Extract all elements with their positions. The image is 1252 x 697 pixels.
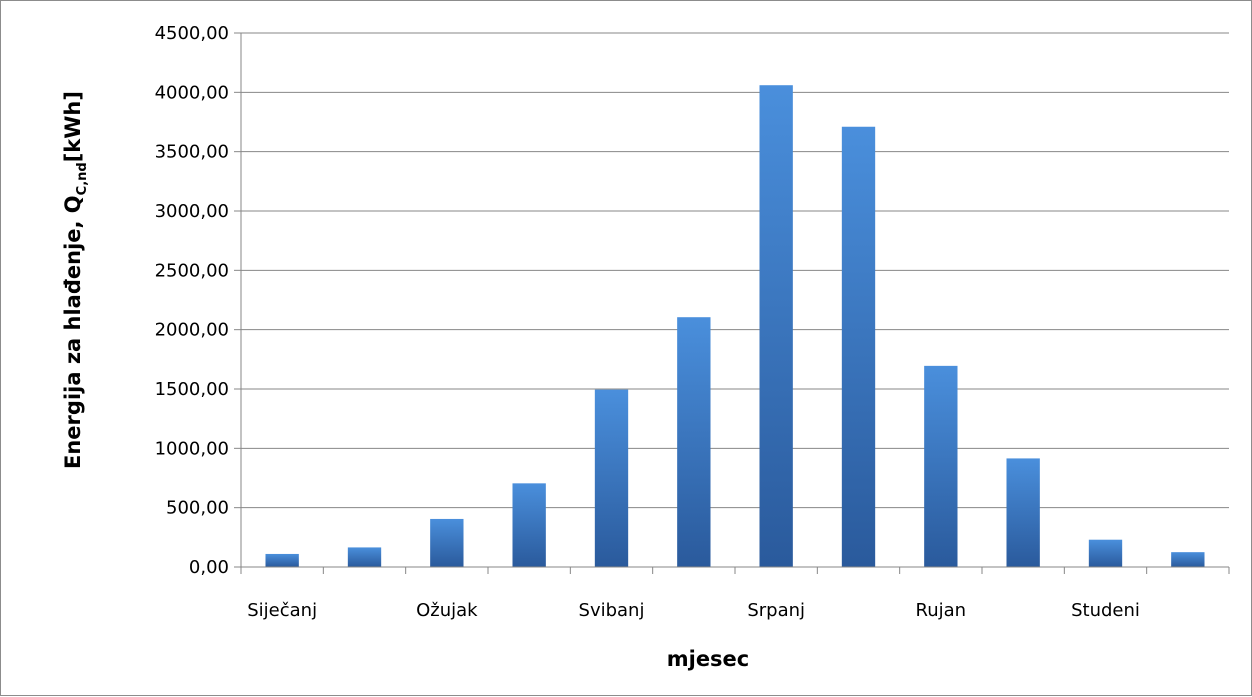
y-tick-label: 1000,00 [155,438,229,459]
y-tick-labels: 0,00 500,00 1000,00 1500,00 2000,00 2500,00 30… [155,23,229,578]
gridlines [241,32,1229,509]
bars [265,85,1205,568]
bar-10 [1006,458,1040,567]
x-tick-label: Ožujak [416,600,478,621]
axes [234,32,1230,574]
bar-11 [1088,539,1123,567]
y-tick-label: 4000,00 [155,82,229,103]
x-tick-label: Rujan [916,600,967,621]
bar-6 [677,317,711,567]
bar-12 [1171,552,1205,567]
y-tick-label: 0,00 [189,557,229,578]
x-tick-label: Studeni [1071,600,1140,621]
y-tick-label: 1500,00 [155,379,229,400]
bar-8 [841,126,876,567]
bar-2 [347,547,382,567]
y-axis-title-subscript: C,nd [75,162,90,195]
y-tick-label: 3000,00 [155,201,229,222]
y-axis-title: Energija za hlađenje, QC,nd[kWh] [61,91,90,469]
y-tick-label: 3500,00 [155,142,229,163]
y-tick-label: 2500,00 [155,260,229,281]
x-tick-labels: Siječanj Ožujak Svibanj Srpanj Rujan Studeni [247,600,1140,621]
bar-1 [265,553,299,567]
bar-3 [430,518,464,567]
bar-7 [759,85,793,568]
y-tick-label: 2000,00 [155,320,229,341]
y-tick-label: 4500,00 [155,23,229,44]
bar-9 [924,365,958,567]
x-tick-label: Siječanj [247,600,317,621]
y-tick-label: 500,00 [166,498,229,519]
bar-5 [594,389,629,567]
bar-4 [512,483,546,567]
y-axis-title-unit: [kWh] [61,91,85,162]
x-axis-title: mjesec [667,647,750,671]
x-tick-label: Svibanj [579,600,645,621]
x-tick-label: Srpanj [747,600,805,621]
y-axis-title-main: Energija za hlađenje, Q [61,195,85,469]
